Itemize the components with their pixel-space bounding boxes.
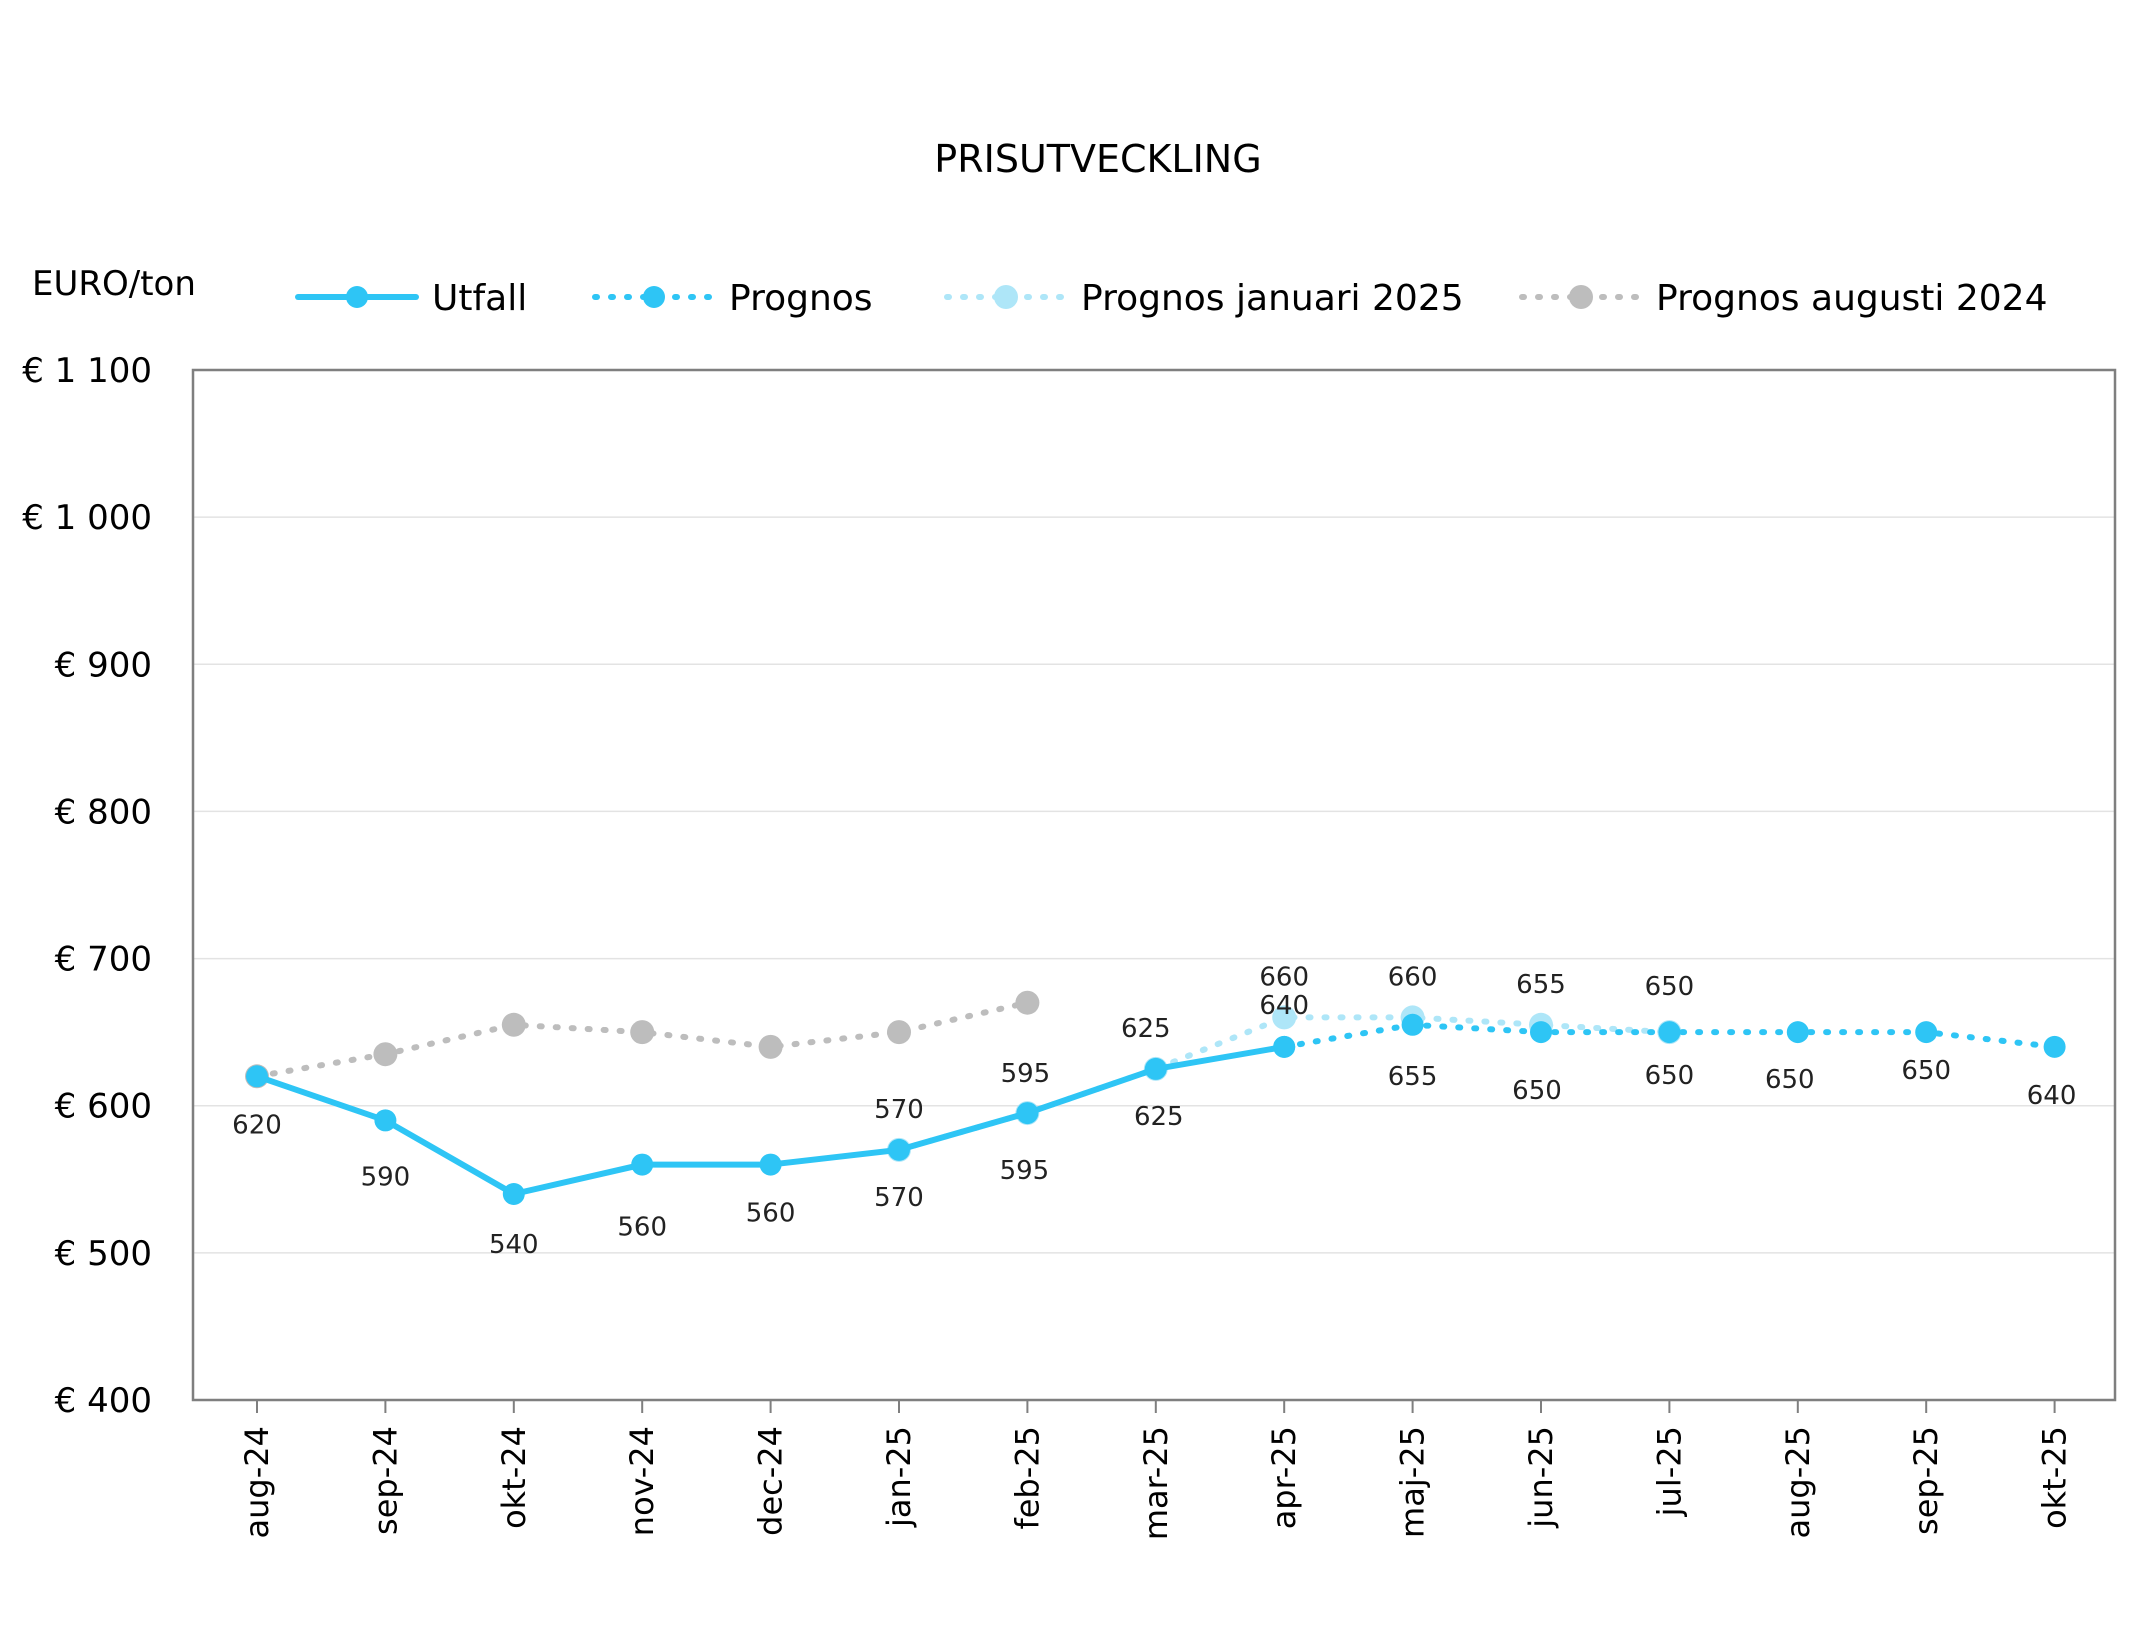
- y-axis-ticks: € 400 € 500 € 600 € 700 € 800 € 900 € 1 000 € 1…: [22, 351, 152, 1421]
- data-label: 540: [489, 1230, 539, 1260]
- data-point: [1530, 1021, 1552, 1044]
- data-point: [1401, 1013, 1424, 1036]
- legend-label: Prognos: [729, 278, 873, 319]
- x-tick-label: jul-25: [1650, 1426, 1688, 1517]
- data-point: [1915, 1021, 1938, 1044]
- legend: Utfall Prognos Prognos januari 2025 Prognos…: [295, 278, 2047, 319]
- y-tick-label: € 1 000: [22, 498, 152, 538]
- data-point: [759, 1153, 782, 1176]
- y-axis-unit: EURO/ton: [32, 264, 196, 304]
- data-point: [1273, 1035, 1296, 1058]
- data-label: 595: [1000, 1156, 1050, 1186]
- data-label: 620: [232, 1110, 282, 1140]
- data-point: [758, 1034, 783, 1059]
- data-point: [1658, 1021, 1681, 1044]
- plot-frame: [191, 368, 2117, 1402]
- legend-swatch-marker: [643, 286, 665, 308]
- x-tick-label: okt-24: [495, 1426, 533, 1529]
- legend-item-prognos-januari-2025: Prognos januari 2025: [944, 278, 1464, 319]
- data-point: [246, 1065, 268, 1088]
- data-label: 560: [617, 1213, 667, 1243]
- series-prognos-augusti-2024: [245, 990, 1040, 1089]
- y-tick-label: € 600: [55, 1087, 152, 1127]
- x-tick-label: aug-24: [238, 1426, 276, 1538]
- data-label: 655: [1388, 1062, 1438, 1092]
- data-point: [1786, 1021, 1809, 1044]
- data-point: [630, 1020, 655, 1045]
- x-tick-label: dec-24: [752, 1426, 790, 1536]
- data-label: 650: [1901, 1056, 1951, 1086]
- legend-item-prognos-augusti-2024: Prognos augusti 2024: [1519, 278, 2047, 319]
- y-tick-label: € 1 100: [22, 351, 152, 391]
- x-tick-label: sep-24: [366, 1426, 404, 1535]
- x-tick-label: nov-24: [623, 1426, 661, 1536]
- data-point: [502, 1183, 525, 1205]
- data-label: 570: [874, 1183, 924, 1213]
- data-label: 650: [1765, 1065, 1815, 1095]
- y-tick-label: € 500: [55, 1234, 152, 1274]
- data-point: [373, 1042, 398, 1067]
- data-point: [2043, 1035, 2066, 1058]
- data-label: 590: [361, 1162, 411, 1192]
- data-label: 595: [1001, 1059, 1051, 1089]
- x-tick-label: mar-25: [1137, 1426, 1175, 1540]
- x-tick-label: maj-25: [1394, 1426, 1432, 1538]
- x-tick-label: aug-25: [1779, 1426, 1817, 1538]
- y-tick-label: € 400: [55, 1381, 152, 1421]
- data-point: [1144, 1057, 1167, 1080]
- data-label: 570: [874, 1095, 924, 1125]
- data-point: [374, 1109, 397, 1132]
- x-axis-ticks: aug-24 sep-24 okt-24 nov-24 dec-24 jan-25 feb-…: [238, 1400, 2074, 1540]
- data-label: 560: [746, 1199, 796, 1229]
- legend-swatch-marker: [994, 285, 1018, 309]
- x-tick-label: sep-25: [1907, 1426, 1945, 1535]
- legend-label: Utfall: [432, 278, 527, 319]
- legend-label: Prognos januari 2025: [1081, 278, 1464, 319]
- data-label: 650: [1645, 972, 1695, 1002]
- data-label: 660: [1259, 962, 1309, 992]
- data-point: [1015, 990, 1040, 1015]
- data-label: 650: [1645, 1061, 1695, 1091]
- data-label: 650: [1512, 1076, 1562, 1106]
- data-label: 660: [1388, 962, 1438, 992]
- data-labels: 620 590 540 560 560 570 595 625 640 655 650 650 650 6…: [232, 962, 2076, 1260]
- x-tick-label: jun-25: [1522, 1426, 1560, 1529]
- data-point: [888, 1138, 910, 1161]
- chart-title: PRISUTVECKLING: [934, 137, 1261, 181]
- y-tick-label: € 700: [55, 940, 152, 980]
- x-tick-label: feb-25: [1008, 1426, 1046, 1530]
- data-point: [1016, 1102, 1039, 1125]
- legend-label: Prognos augusti 2024: [1656, 278, 2047, 319]
- legend-swatch-marker: [346, 286, 368, 308]
- data-point: [887, 1020, 911, 1045]
- data-point: [631, 1153, 654, 1176]
- legend-swatch-marker: [1569, 285, 1593, 309]
- legend-item-prognos: Prognos: [592, 278, 873, 319]
- data-label: 640: [1259, 991, 1309, 1021]
- y-tick-label: € 800: [55, 792, 152, 832]
- gridlines: [193, 516, 2115, 1254]
- x-tick-label: jan-25: [880, 1426, 918, 1528]
- legend-item-utfall: Utfall: [295, 278, 527, 319]
- series-utfall: [246, 1035, 1296, 1205]
- x-tick-label: apr-25: [1265, 1426, 1303, 1529]
- series-layer: [245, 990, 2066, 1205]
- data-label: 640: [2027, 1081, 2077, 1111]
- x-tick-label: okt-25: [2036, 1426, 2074, 1529]
- data-point: [1272, 1005, 1297, 1030]
- data-label: 625: [1121, 1014, 1171, 1044]
- data-label: 655: [1516, 970, 1566, 1000]
- data-point: [501, 1012, 526, 1037]
- y-tick-label: € 900: [55, 645, 152, 685]
- data-label: 625: [1134, 1102, 1184, 1132]
